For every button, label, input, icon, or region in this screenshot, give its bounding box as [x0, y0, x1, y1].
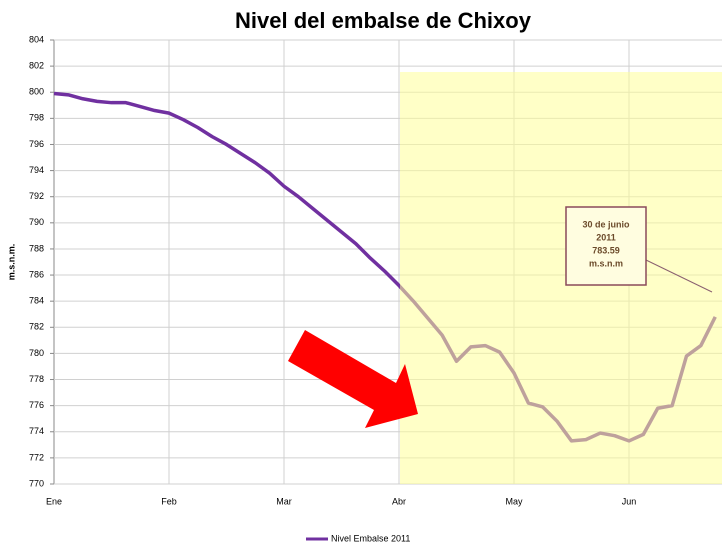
x-tick-label: Feb	[161, 496, 177, 506]
y-tick-label: 776	[29, 400, 44, 410]
y-tick-label: 778	[29, 374, 44, 384]
y-tick-label: 790	[29, 217, 44, 227]
y-axis-label: m.s.n.m.	[6, 244, 16, 281]
legend-label: Nivel Embalse 2011	[331, 533, 410, 543]
annotation-text: 2011	[596, 232, 616, 242]
y-tick-label: 784	[29, 296, 44, 306]
x-tick-label: May	[505, 496, 523, 506]
x-tick-label: Jun	[622, 496, 637, 506]
y-tick-label: 800	[29, 87, 44, 97]
y-tick-label: 770	[29, 478, 44, 488]
y-tick-label: 772	[29, 452, 44, 462]
chart-title: Nivel del embalse de Chixoy	[235, 8, 532, 33]
y-tick-label: 796	[29, 139, 44, 149]
y-tick-label: 802	[29, 60, 44, 70]
annotation: 30 de junio 2011 783.59 m.s.n.m	[582, 219, 630, 268]
y-tick-label: 788	[29, 243, 44, 253]
y-tick-label: 794	[29, 165, 44, 175]
y-tick-label: 804	[29, 34, 44, 44]
annotation-text: m.s.n.m	[589, 258, 623, 268]
red-arrow	[288, 330, 418, 428]
y-tick-label: 786	[29, 269, 44, 279]
y-tick-label: 792	[29, 191, 44, 201]
x-tick-label: Ene	[46, 496, 62, 506]
highlight-region	[400, 72, 722, 484]
annotation-text: 783.59	[592, 245, 620, 255]
annotation-text: 30 de junio	[582, 219, 630, 229]
x-tick-label: Mar	[276, 496, 292, 506]
y-tick-label: 798	[29, 113, 44, 123]
y-tick-label: 780	[29, 348, 44, 358]
annotation-arrow	[645, 259, 713, 293]
y-tick-label: 782	[29, 322, 44, 332]
x-tick-label: Abr	[392, 496, 406, 506]
annotation-box	[565, 206, 647, 286]
y-tick-label: 774	[29, 426, 44, 436]
